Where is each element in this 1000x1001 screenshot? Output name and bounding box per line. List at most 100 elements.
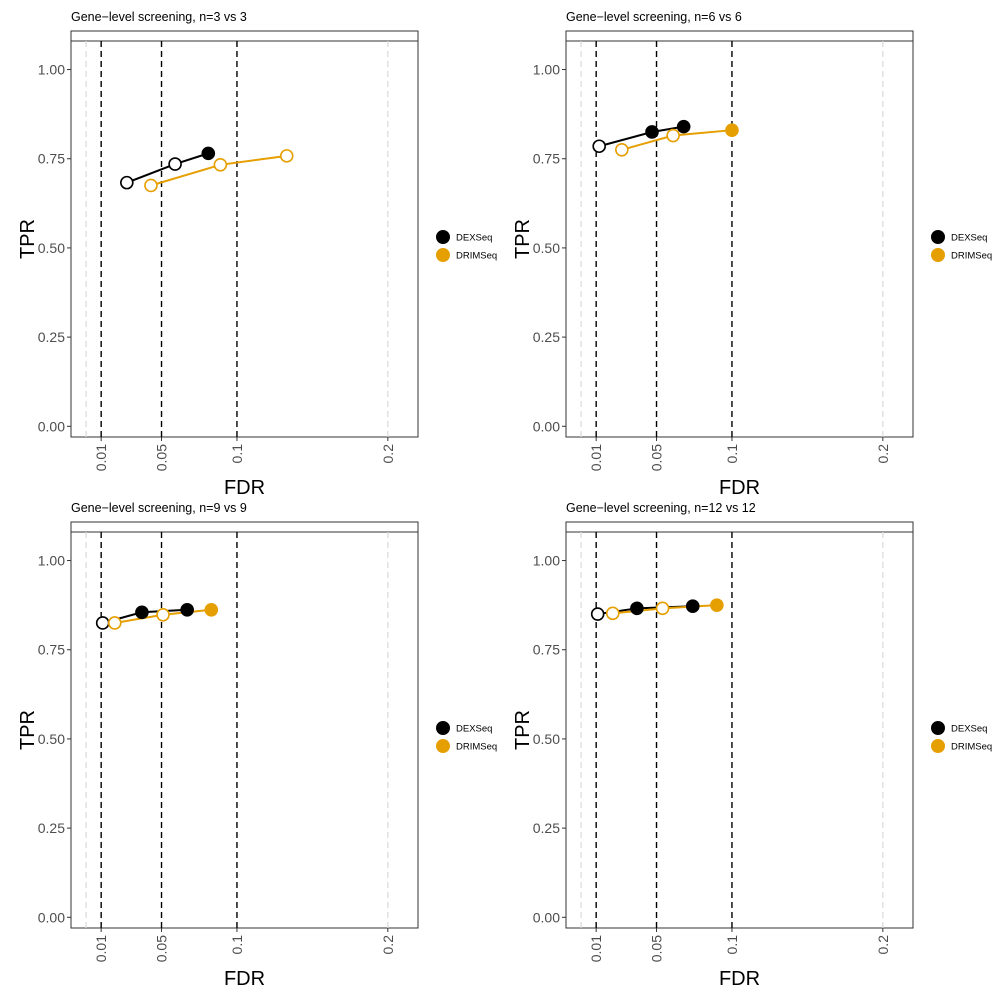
data-point-drimseq xyxy=(725,123,739,137)
y-tick-label: 0.50 xyxy=(533,240,560,256)
x-tick-label: 0.2 xyxy=(380,444,396,464)
legend-label-dexseq: DEXSeq xyxy=(951,724,987,735)
x-tick-label: 0.1 xyxy=(724,444,740,464)
y-tick-label: 0.00 xyxy=(533,418,560,434)
chart-panel-2: Gene−level screening, n=6 vs 6 0.00 0.25 0.… xyxy=(512,10,992,499)
x-tick-label: 0.2 xyxy=(875,935,891,955)
data-point-drimseq xyxy=(605,606,620,621)
x-tick-label: 0.05 xyxy=(154,444,170,471)
chart-panel-1: Gene−level screening, n=3 vs 3 0.00 0.25 0.… xyxy=(17,10,497,499)
data-point-drimseq xyxy=(655,601,670,616)
plot-border xyxy=(70,40,419,438)
data-point-dexseq xyxy=(630,601,644,616)
legend-marker-dexseq xyxy=(931,230,945,244)
legend-label-drimseq: DRIMSeq xyxy=(951,742,992,753)
panel-title: Gene−level screening, n=6 vs 6 xyxy=(566,10,742,24)
data-point-dexseq xyxy=(592,139,606,154)
y-tick-label: 1.00 xyxy=(533,62,560,78)
data-point-dexseq xyxy=(120,175,134,190)
data-point-dexseq xyxy=(135,605,149,620)
data-point-drimseq xyxy=(144,178,158,193)
y-tick-label: 1.00 xyxy=(38,62,65,78)
y-tick-label: 0.00 xyxy=(533,909,560,925)
data-point-dexseq xyxy=(590,607,605,621)
legend-label-dexseq: DEXSeq xyxy=(456,724,492,735)
y-axis-title: TPR xyxy=(512,219,534,259)
panel-title: Gene−level screening, n=9 vs 9 xyxy=(71,501,247,515)
data-point-drimseq xyxy=(615,143,629,157)
x-tick-label: 0.01 xyxy=(93,935,109,962)
y-tick-label: 0.25 xyxy=(533,329,560,345)
legend-marker-drimseq xyxy=(436,739,450,753)
y-tick-label: 1.00 xyxy=(38,553,65,569)
panel-title: Gene−level screening, n=12 vs 12 xyxy=(566,501,756,515)
legend-label-dexseq: DEXSeq xyxy=(951,233,987,244)
y-axis-title: TPR xyxy=(17,710,39,750)
y-axis-title: TPR xyxy=(17,219,39,259)
y-tick-label: 0.75 xyxy=(38,642,65,658)
y-tick-label: 0.75 xyxy=(533,151,560,167)
x-tick-label: 0.05 xyxy=(154,935,170,962)
data-point-drimseq xyxy=(213,157,228,172)
x-axis-title: FDR xyxy=(719,968,760,990)
legend-marker-dexseq xyxy=(436,721,450,735)
data-point-drimseq xyxy=(666,128,680,143)
y-tick-label: 0.25 xyxy=(38,820,65,836)
y-tick-label: 0.50 xyxy=(38,240,65,256)
y-tick-label: 1.00 xyxy=(533,553,560,569)
data-point-dexseq xyxy=(168,157,182,171)
data-point-dexseq xyxy=(685,599,700,614)
x-tick-label: 0.1 xyxy=(229,935,245,955)
panel-strip xyxy=(565,30,914,42)
plot-border xyxy=(70,531,419,929)
x-tick-label: 0.05 xyxy=(649,444,665,471)
data-point-drimseq xyxy=(204,602,219,617)
y-tick-label: 0.50 xyxy=(533,731,560,747)
y-tick-label: 0.50 xyxy=(38,731,65,747)
x-tick-label: 0.01 xyxy=(588,444,604,471)
plot-border xyxy=(565,40,914,438)
y-tick-label: 0.25 xyxy=(533,820,560,836)
y-tick-label: 0.00 xyxy=(38,909,65,925)
x-tick-label: 0.2 xyxy=(380,935,396,955)
legend-label-drimseq: DRIMSeq xyxy=(951,251,992,262)
x-tick-label: 0.2 xyxy=(875,444,891,464)
legend-label-drimseq: DRIMSeq xyxy=(456,251,497,262)
data-point-drimseq xyxy=(710,598,724,612)
x-tick-label: 0.1 xyxy=(229,444,245,464)
data-point-dexseq xyxy=(676,119,691,134)
panel-title: Gene−level screening, n=3 vs 3 xyxy=(71,10,247,24)
y-axis-title: TPR xyxy=(512,710,534,750)
y-tick-label: 0.00 xyxy=(38,418,65,434)
x-tick-label: 0.1 xyxy=(724,935,740,955)
data-point-drimseq xyxy=(279,149,294,163)
plot-border xyxy=(565,531,914,929)
legend-marker-drimseq xyxy=(931,248,945,262)
y-tick-label: 0.75 xyxy=(533,642,560,658)
legend-marker-dexseq xyxy=(931,721,945,735)
y-tick-label: 0.25 xyxy=(38,329,65,345)
x-axis-title: FDR xyxy=(224,477,265,499)
data-point-dexseq xyxy=(201,146,216,161)
data-point-dexseq xyxy=(645,125,659,139)
legend-label-dexseq: DEXSeq xyxy=(456,233,492,244)
legend-marker-drimseq xyxy=(436,248,450,262)
chart-panel-3: Gene−level screening, n=9 vs 9 0.00 0.25 0.… xyxy=(17,501,497,990)
data-point-dexseq xyxy=(95,616,110,630)
data-point-dexseq xyxy=(180,602,194,617)
data-point-drimseq xyxy=(107,616,122,630)
legend-marker-drimseq xyxy=(931,739,945,753)
x-axis-title: FDR xyxy=(719,477,760,499)
panel-strip xyxy=(70,521,419,533)
legend-marker-dexseq xyxy=(436,230,450,244)
x-tick-label: 0.01 xyxy=(588,935,604,962)
x-tick-label: 0.01 xyxy=(93,444,109,471)
chart-panel-4: Gene−level screening, n=12 vs 12 0.00 0.25… xyxy=(512,501,992,990)
panel-strip xyxy=(565,521,914,533)
x-axis-title: FDR xyxy=(224,968,265,990)
panel-strip xyxy=(70,30,419,42)
legend-label-drimseq: DRIMSeq xyxy=(456,742,497,753)
data-point-drimseq xyxy=(156,607,170,622)
